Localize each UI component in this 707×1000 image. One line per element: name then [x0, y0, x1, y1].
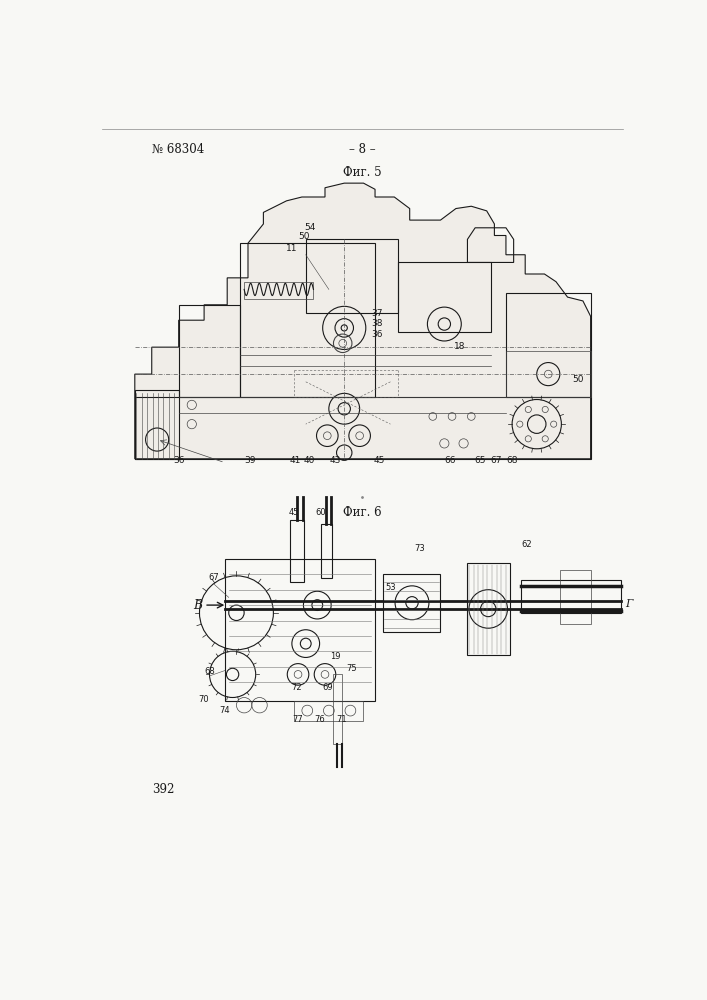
Text: 392: 392	[152, 783, 174, 796]
Text: 75: 75	[346, 664, 357, 673]
Bar	[506, 351, 590, 397]
Text: 62: 62	[521, 540, 532, 549]
Bar	[321, 524, 332, 578]
Text: 68: 68	[204, 667, 215, 676]
Text: № 68304: № 68304	[152, 143, 204, 156]
Text: – 8 –: – 8 –	[349, 143, 375, 156]
Text: 76: 76	[314, 715, 325, 724]
Text: 53: 53	[385, 583, 396, 592]
Bar	[560, 570, 590, 624]
Text: Фиг. 5: Фиг. 5	[343, 166, 381, 179]
Bar	[225, 559, 375, 701]
Text: 66: 66	[444, 456, 455, 465]
Text: 77: 77	[293, 715, 303, 724]
Bar	[521, 580, 621, 613]
Text: 39: 39	[245, 456, 256, 465]
Text: 54: 54	[304, 223, 315, 232]
Text: Фиг. 6: Фиг. 6	[343, 506, 381, 519]
Bar	[135, 389, 179, 459]
Bar	[467, 563, 510, 655]
Text: 65: 65	[475, 456, 486, 465]
Bar	[135, 397, 590, 459]
Bar	[305, 239, 398, 312]
Text: 43: 43	[329, 456, 341, 465]
Text: 11: 11	[286, 244, 298, 253]
Text: 60: 60	[316, 508, 327, 517]
Text: 36: 36	[371, 330, 382, 339]
Text: 37: 37	[371, 309, 382, 318]
Text: 45: 45	[288, 508, 298, 517]
Bar	[244, 282, 313, 299]
Text: 41: 41	[289, 456, 300, 465]
Bar	[333, 674, 342, 744]
Text: 36: 36	[174, 456, 185, 465]
Bar	[179, 305, 240, 397]
Bar	[294, 701, 363, 721]
Text: 68: 68	[506, 456, 518, 465]
Text: 67: 67	[208, 573, 218, 582]
Bar	[398, 262, 491, 332]
Text: 72: 72	[291, 683, 302, 692]
Polygon shape	[135, 183, 590, 459]
Text: Г: Г	[625, 599, 633, 609]
Text: 50: 50	[573, 375, 584, 384]
Text: 67: 67	[490, 456, 502, 465]
Text: 70: 70	[199, 695, 209, 704]
Text: 40: 40	[304, 456, 315, 465]
Bar	[506, 293, 590, 397]
Text: 73: 73	[414, 544, 425, 553]
Text: 69: 69	[322, 683, 332, 692]
Bar	[240, 243, 375, 397]
Text: B: B	[194, 599, 202, 612]
Bar	[382, 574, 440, 632]
Text: 50: 50	[298, 232, 310, 241]
Text: 74: 74	[220, 706, 230, 715]
Text: 45: 45	[373, 456, 385, 465]
Text: 19: 19	[329, 652, 340, 661]
Text: 38: 38	[371, 319, 382, 328]
Text: 18: 18	[454, 342, 465, 351]
Bar	[291, 520, 304, 582]
Text: 71: 71	[336, 715, 346, 724]
